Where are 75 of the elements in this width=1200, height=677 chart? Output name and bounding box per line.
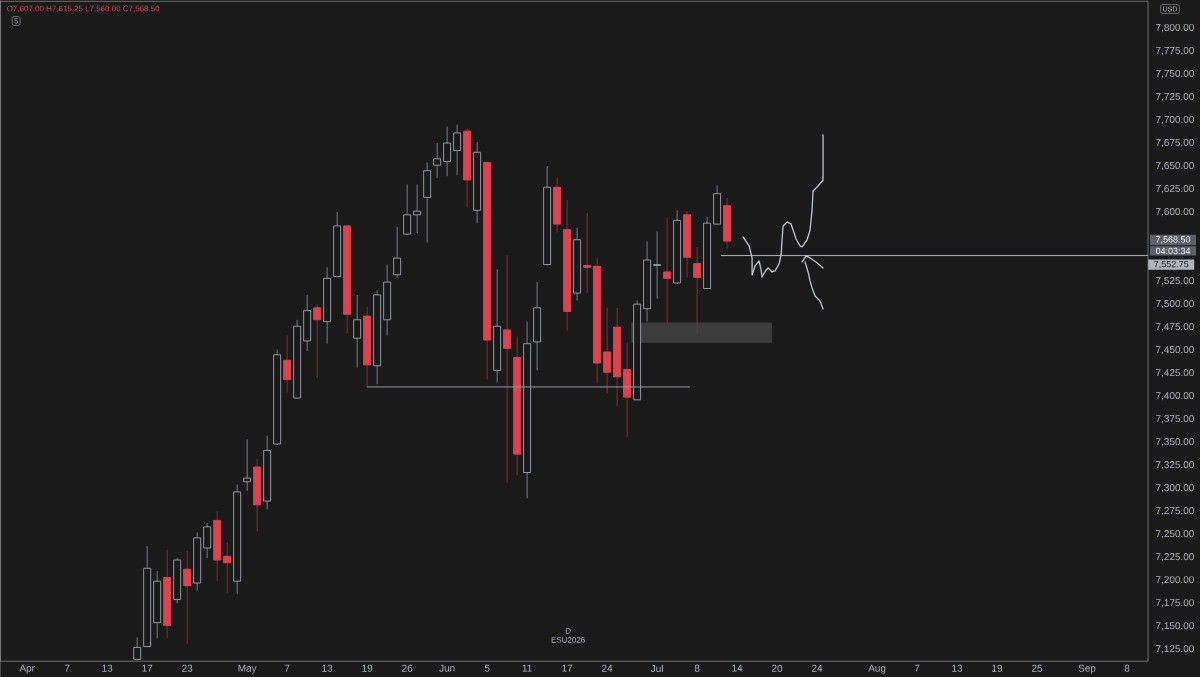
y-tick-label: 7,175.00 [1156,599,1194,608]
candlestick [243,438,252,492]
candlestick [603,307,612,394]
y-tick-label: 7,650.00 [1156,161,1194,171]
x-tick-label: 14 [732,664,743,672]
y-tick-label: 7,525.00 [1156,276,1194,286]
y-tick-label: 7,375.00 [1156,415,1194,424]
x-tick-label: Aug [868,664,886,674]
x-tick-label: 7 [284,664,290,672]
candlestick [443,125,452,177]
x-tick-label: 7 [914,664,920,672]
candlestick [693,246,702,335]
candlestick [453,124,462,176]
x-tick-label: 17 [142,664,153,672]
x-tick-label: 17 [562,664,573,672]
x-tick-label: 13 [952,664,963,672]
y-tick-label: 7,625.00 [1156,184,1194,194]
y-tick-label: 7,700.00 [1156,115,1194,125]
y-tick-label: 7,425.00 [1156,369,1194,378]
y-tick-label: 7,500.00 [1156,299,1194,309]
text: 04:03:34 [1155,247,1191,255]
y-tick-label: 7,125.00 [1156,645,1194,654]
candlestick [653,230,662,300]
x-tick-label: Apr [19,664,35,674]
candlestick [313,303,322,379]
y-tick-label: 7,150.00 [1156,622,1194,631]
x-tick-label: 23 [182,664,193,672]
y-tick-label: 7,325.00 [1156,461,1194,470]
candlestick [353,294,362,369]
x-tick-label: 25 [1032,664,1043,672]
candlestick [413,183,422,234]
y-tick-label: 7,475.00 [1156,322,1194,332]
x-tick-label: 19 [362,664,373,672]
text: 7,568.50 [1156,236,1191,244]
y-tick-label: 7,750.00 [1156,69,1194,79]
x-tick-label: May [238,664,257,674]
y-tick-label: 7,275.00 [1156,507,1194,516]
candlestick [663,217,672,324]
x-tick-label: Sep [1078,664,1096,674]
candlestick [203,522,212,559]
y-tick-label: 7,250.00 [1156,530,1194,539]
y-tick-label: 7,675.00 [1156,138,1194,148]
candlestick [403,183,412,236]
candlestick [583,212,592,294]
y-tick-label: 7,200.00 [1156,576,1194,585]
x-tick-label: 5 [484,664,490,672]
x-tick-label: 13 [322,664,333,672]
x-tick-label: 20 [772,664,783,672]
y-tick-label: 7,725.00 [1156,92,1194,102]
x-tick-label: 8 [694,664,700,672]
ref-line-label: 7,552.75 [1154,260,1189,269]
y-tick-label: 7,400.00 [1156,392,1194,401]
x-tick-label: 26 [402,664,413,672]
y-tick-label: 7,225.00 [1156,553,1194,562]
candlestick [503,254,512,484]
candlestick [223,541,232,594]
y-tick-label: 7,450.00 [1156,346,1194,355]
y-tick-label: 7,300.00 [1156,484,1194,493]
y-tick-label: 7,600.00 [1156,207,1194,217]
candlestick [433,142,442,179]
candlestick [183,550,192,645]
y-tick-label: 7,800.00 [1156,23,1194,33]
candlestick [283,334,292,393]
x-tick-label: Jul [650,664,663,673]
y-tick-label: 7,350.00 [1156,438,1194,447]
candlestick [393,226,402,278]
x-tick-label: 8 [1124,664,1130,672]
y-tick-label: 7,775.00 [1156,46,1194,56]
x-tick-label: 24 [812,664,823,672]
x-tick-label: 19 [992,664,1003,672]
x-tick-label: Jun [439,664,455,672]
x-tick-label: 11 [522,664,532,672]
x-tick-label: 24 [602,664,613,672]
x-tick-label: 7 [64,664,70,672]
x-tick-label: 13 [102,664,113,672]
